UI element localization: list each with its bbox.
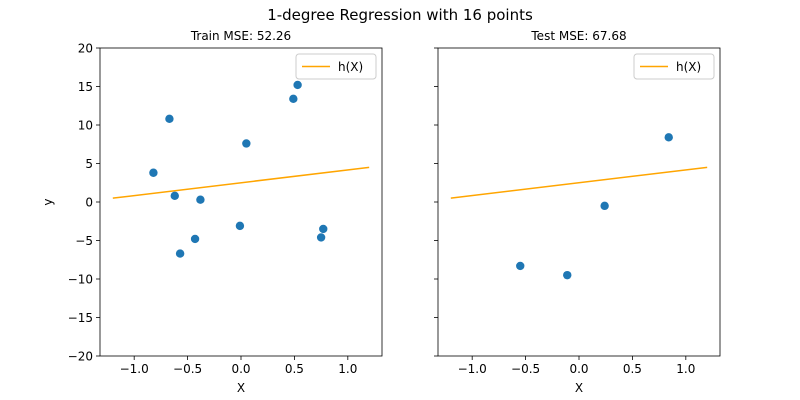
test-legend: h(X) (633, 53, 715, 80)
train-y-tick-label: −5 (75, 234, 93, 248)
train-data-point (170, 191, 179, 201)
train-y-tick-label: 10 (78, 119, 93, 133)
test-data-point (664, 133, 673, 142)
train-x-tick-label: 0.5 (285, 362, 304, 376)
train-data-point (235, 221, 245, 231)
train-data-point (165, 114, 174, 124)
train-y-axis-label: y (41, 198, 55, 205)
train-data-point (149, 168, 158, 177)
train-y-tick-label: −15 (68, 311, 93, 325)
train-y-tick-label: 15 (78, 80, 93, 94)
test-x-axis-label: X (575, 381, 583, 395)
train-x-axis-label: X (237, 381, 245, 395)
train-legend: h(X) (295, 53, 377, 80)
train-x-tick-label: 0.0 (231, 362, 250, 376)
train-x-tick-label: 1.0 (338, 362, 357, 376)
train-title: Train MSE: 52.26 (190, 29, 291, 43)
test-regression-line (450, 166, 708, 199)
test-panel: Test MSE: 67.68 −1.0 −0.5 0.0 0.5 1.0 Xh(X) (434, 29, 721, 395)
train-data-point (242, 139, 251, 148)
train-data-point (190, 234, 200, 244)
train-y-tick-label: 5 (85, 157, 93, 171)
train-data-point (293, 80, 302, 90)
test-data-point (600, 201, 609, 211)
test-x-tick-label: −0.5 (511, 362, 540, 376)
train-data-point (175, 249, 185, 258)
train-data-point (289, 94, 298, 104)
test-data-point (563, 270, 572, 280)
test-x-tick-label: 0.5 (623, 362, 642, 376)
train-y-tick-label: −10 (68, 273, 93, 287)
test-x-tick-label: 0.0 (569, 362, 588, 376)
train-y-tick-label: 0 (85, 196, 93, 210)
test-title: Test MSE: 67.68 (530, 29, 626, 43)
train-axes-frame (99, 47, 383, 357)
test-x-tick-label: 1.0 (676, 362, 695, 376)
train-y-tick-label: 20 (78, 42, 93, 56)
train-legend-label: h(X) (338, 60, 363, 74)
train-panel: Train MSE: 52.26 −1.0 −0.5 0.0 0.5 1.0 −20 −15 −… (41, 29, 383, 395)
figure-title: 1-degree Regression with 16 points (267, 6, 533, 24)
test-legend-box (633, 53, 715, 80)
train-data-point (316, 233, 326, 242)
test-axes-frame (437, 47, 721, 357)
test-x-tick-label: −1.0 (458, 362, 487, 376)
train-data-point (319, 224, 328, 234)
train-x-tick-label: −1.0 (120, 362, 149, 376)
train-x-tick-label: −0.5 (173, 362, 202, 376)
train-y-tick-label: −20 (68, 350, 93, 364)
train-legend-box (295, 53, 377, 80)
train-data-point (196, 195, 205, 204)
train-regression-line (112, 166, 370, 199)
test-data-point (516, 261, 525, 271)
test-legend-label: h(X) (676, 60, 701, 74)
